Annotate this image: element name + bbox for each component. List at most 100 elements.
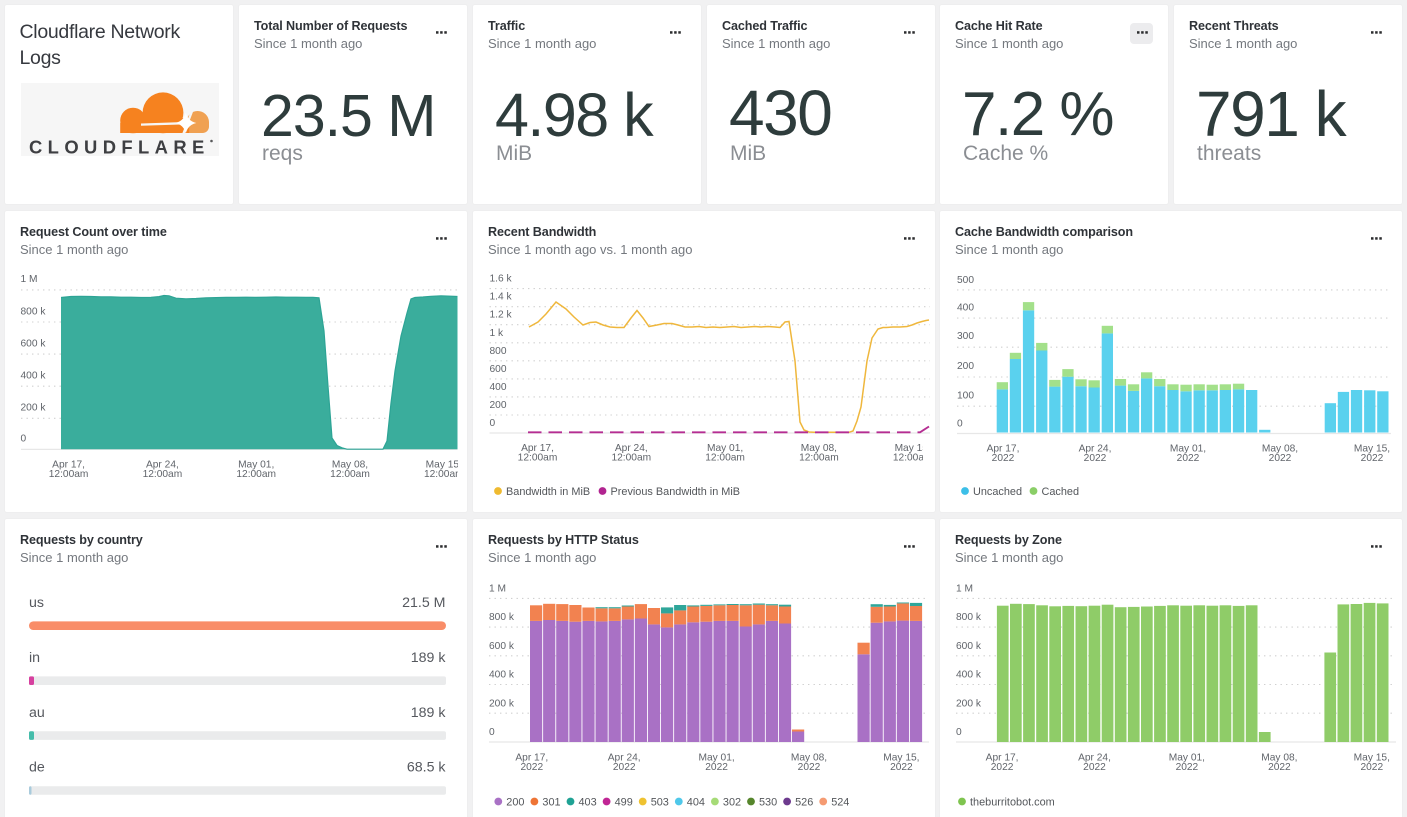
svg-text:Apr 24,: Apr 24, <box>1078 752 1111 763</box>
svg-text:200: 200 <box>957 361 974 372</box>
svg-text:May 15,: May 15, <box>1354 443 1390 454</box>
svg-text:800: 800 <box>490 346 507 357</box>
svg-text:1.2 k: 1.2 k <box>490 310 513 321</box>
svg-text:200 k: 200 k <box>489 698 515 709</box>
svg-text:May 01,: May 01, <box>1170 443 1206 454</box>
svg-text:Apr 17,: Apr 17, <box>986 752 1019 763</box>
svg-text:800 k: 800 k <box>956 612 982 623</box>
svg-text:2022: 2022 <box>798 762 821 773</box>
svg-text:May 01,: May 01, <box>707 443 743 454</box>
svg-text:524: 524 <box>831 797 849 809</box>
svg-text:May 15,: May 15, <box>895 443 931 454</box>
svg-text:May 08,: May 08, <box>801 443 837 454</box>
svg-text:500: 500 <box>957 275 974 286</box>
svg-text:400: 400 <box>957 303 974 314</box>
svg-text:May 08,: May 08, <box>332 459 368 470</box>
svg-text:0: 0 <box>490 418 496 429</box>
svg-text:12:00am: 12:00am <box>893 453 933 464</box>
svg-text:May 15,: May 15, <box>426 459 462 470</box>
svg-text:300: 300 <box>957 331 974 342</box>
svg-text:404: 404 <box>687 797 705 809</box>
svg-text:2022: 2022 <box>520 762 543 773</box>
svg-text:499: 499 <box>615 797 633 809</box>
svg-text:12:00am: 12:00am <box>49 469 89 480</box>
svg-text:12:00am: 12:00am <box>330 469 370 480</box>
svg-text:600 k: 600 k <box>21 339 47 350</box>
svg-text:May 01,: May 01, <box>1169 752 1205 763</box>
svg-text:600 k: 600 k <box>956 641 982 652</box>
svg-text:1 M: 1 M <box>489 584 506 595</box>
svg-text:0: 0 <box>489 727 495 738</box>
svg-text:21.5 M: 21.5 M <box>402 595 445 611</box>
svg-text:Cached: Cached <box>1042 486 1080 498</box>
svg-text:12:00am: 12:00am <box>611 453 651 464</box>
svg-text:12:00am: 12:00am <box>518 453 558 464</box>
svg-text:2022: 2022 <box>1083 762 1106 773</box>
svg-text:68.5 k: 68.5 k <box>407 760 447 776</box>
svg-text:2022: 2022 <box>1176 762 1199 773</box>
svg-text:Previous Bandwidth in MiB: Previous Bandwidth in MiB <box>611 486 741 498</box>
svg-text:us: us <box>29 595 44 611</box>
svg-text:Apr 17,: Apr 17, <box>515 752 548 763</box>
svg-text:1.4 k: 1.4 k <box>490 292 513 303</box>
svg-text:530: 530 <box>759 797 777 809</box>
svg-text:May 15,: May 15, <box>883 752 919 763</box>
svg-text:526: 526 <box>795 797 813 809</box>
svg-text:12:00am: 12:00am <box>799 453 839 464</box>
svg-text:301: 301 <box>542 797 560 809</box>
svg-text:au: au <box>29 705 45 721</box>
svg-text:503: 503 <box>651 797 669 809</box>
svg-text:189 k: 189 k <box>411 650 447 666</box>
svg-text:in: in <box>29 650 40 666</box>
svg-text:Apr 17,: Apr 17, <box>52 459 85 470</box>
svg-text:1 M: 1 M <box>956 584 973 595</box>
svg-text:2022: 2022 <box>890 762 913 773</box>
svg-text:May 08,: May 08, <box>1261 752 1297 763</box>
svg-text:Apr 17,: Apr 17, <box>521 443 554 454</box>
svg-text:theburritobot.com: theburritobot.com <box>970 797 1055 809</box>
svg-text:May 08,: May 08, <box>1262 443 1298 454</box>
svg-text:Apr 17,: Apr 17, <box>987 443 1020 454</box>
svg-text:2022: 2022 <box>1360 762 1383 773</box>
svg-text:200: 200 <box>490 400 507 411</box>
svg-text:2022: 2022 <box>613 762 636 773</box>
svg-text:800 k: 800 k <box>489 612 515 623</box>
svg-text:1 k: 1 k <box>490 328 504 339</box>
svg-text:12:00am: 12:00am <box>424 469 464 480</box>
svg-text:12:00am: 12:00am <box>705 453 745 464</box>
svg-text:0: 0 <box>956 727 962 738</box>
svg-text:189 k: 189 k <box>411 705 447 721</box>
svg-text:1 M: 1 M <box>21 274 38 285</box>
svg-text:0: 0 <box>21 434 27 445</box>
svg-text:Apr 24,: Apr 24, <box>608 752 641 763</box>
svg-text:de: de <box>29 760 45 776</box>
svg-text:May 15,: May 15, <box>1354 752 1390 763</box>
svg-text:Apr 24,: Apr 24, <box>1079 443 1112 454</box>
svg-text:400: 400 <box>490 382 507 393</box>
svg-text:100: 100 <box>957 391 974 402</box>
svg-text:2022: 2022 <box>1177 453 1200 464</box>
svg-text:400 k: 400 k <box>21 370 47 381</box>
svg-text:2022: 2022 <box>992 453 1015 464</box>
svg-text:600: 600 <box>490 364 507 375</box>
svg-text:Bandwidth in MiB: Bandwidth in MiB <box>506 486 590 498</box>
svg-text:2022: 2022 <box>1361 453 1384 464</box>
svg-text:0: 0 <box>957 419 963 430</box>
svg-text:800 k: 800 k <box>21 307 47 318</box>
svg-text:Apr 24,: Apr 24, <box>146 459 179 470</box>
svg-text:2022: 2022 <box>1268 762 1291 773</box>
svg-text:CLOUDFLARE: CLOUDFLARE <box>29 136 210 156</box>
svg-text:403: 403 <box>579 797 597 809</box>
svg-text:2022: 2022 <box>705 762 728 773</box>
svg-text:200 k: 200 k <box>956 698 982 709</box>
svg-text:200 k: 200 k <box>21 403 47 414</box>
svg-text:May 01,: May 01, <box>238 459 274 470</box>
svg-text:600 k: 600 k <box>489 641 515 652</box>
svg-text:Apr 24,: Apr 24, <box>615 443 648 454</box>
svg-text:1.6 k: 1.6 k <box>490 274 513 285</box>
svg-text:12:00am: 12:00am <box>143 469 183 480</box>
svg-text:2022: 2022 <box>991 762 1014 773</box>
svg-text:May 01,: May 01, <box>698 752 734 763</box>
svg-text:400 k: 400 k <box>489 670 515 681</box>
svg-text:May 08,: May 08, <box>791 752 827 763</box>
